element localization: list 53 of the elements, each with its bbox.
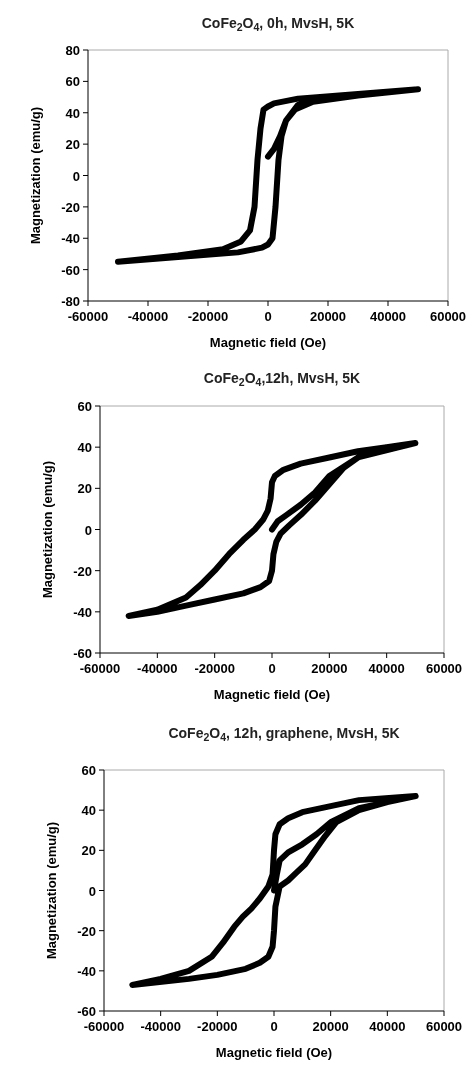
chart-title: CoFe$_{2}$O$_{4}$, 0h, MvsH, 5K [201,15,355,33]
y-tick-label: -60 [61,262,80,278]
y-tick-label: 0 [72,168,80,184]
y-tick-label: 20 [81,843,96,859]
x-tick-label: 20000 [309,309,347,324]
y-tick-label: -60 [77,1004,96,1019]
y-axis-title: Magnetization (emu/g) [28,106,43,245]
y-tick-label: 80 [65,43,80,58]
x-tick-label: -60000 [79,661,121,676]
x-tick-label: 60000 [425,661,463,676]
y-tick-label: 0 [84,522,92,538]
x-tick-label: -40000 [140,1019,181,1034]
x-tick-label: 60000 [425,1019,463,1034]
chart-title: CoFe$_{2}$O$_{4}$,12h, MvsH, 5K [203,370,361,388]
y-tick-label: -40 [61,231,80,247]
x-tick-label: 0 [270,1019,278,1034]
y-tick-label: 40 [77,440,92,456]
x-tick-label: -60000 [67,309,109,324]
y-tick-label: -20 [73,563,92,579]
y-tick-label: -40 [77,963,96,979]
x-tick-label: -40000 [137,661,178,676]
x-tick-label: 60000 [429,309,467,324]
x-tick-label: -20000 [187,309,229,324]
chart-title: CoFe$_{2}$O$_{4}$, 12h, graphene, MvsH, 5K [168,725,400,743]
y-axis-title: Magnetization (emu/g) [44,821,59,960]
y-tick-label: -40 [73,604,92,620]
x-tick-label: 40000 [369,1019,406,1034]
y-axis-title: Magnetization (emu/g) [40,460,55,599]
x-tick-label: -60000 [83,1019,125,1034]
y-tick-label: -80 [61,294,80,309]
y-tick-label: 60 [77,399,92,414]
y-tick-label: 40 [65,105,80,121]
x-axis-title: Magnetic field (Oe) [209,335,327,350]
y-tick-label: -20 [77,923,96,939]
y-tick-label: 20 [65,137,80,153]
y-tick-label: 60 [65,74,80,90]
x-axis-title: Magnetic field (Oe) [215,1045,333,1060]
x-tick-label: 0 [264,309,272,324]
y-tick-label: -20 [61,199,80,215]
x-tick-label: -40000 [127,309,169,324]
x-tick-label: -20000 [194,661,235,676]
y-tick-label: -60 [73,646,92,661]
x-tick-label: 0 [268,661,276,676]
y-tick-label: 60 [81,763,96,778]
x-tick-label: 40000 [368,661,405,676]
x-tick-label: -20000 [197,1019,238,1034]
y-tick-label: 0 [88,883,96,899]
x-tick-label: 40000 [369,309,407,324]
y-tick-label: 40 [81,803,96,819]
x-tick-label: 20000 [311,661,348,676]
x-tick-label: 20000 [312,1019,349,1034]
y-tick-label: 20 [77,481,92,497]
x-axis-title: Magnetic field (Oe) [213,687,331,702]
